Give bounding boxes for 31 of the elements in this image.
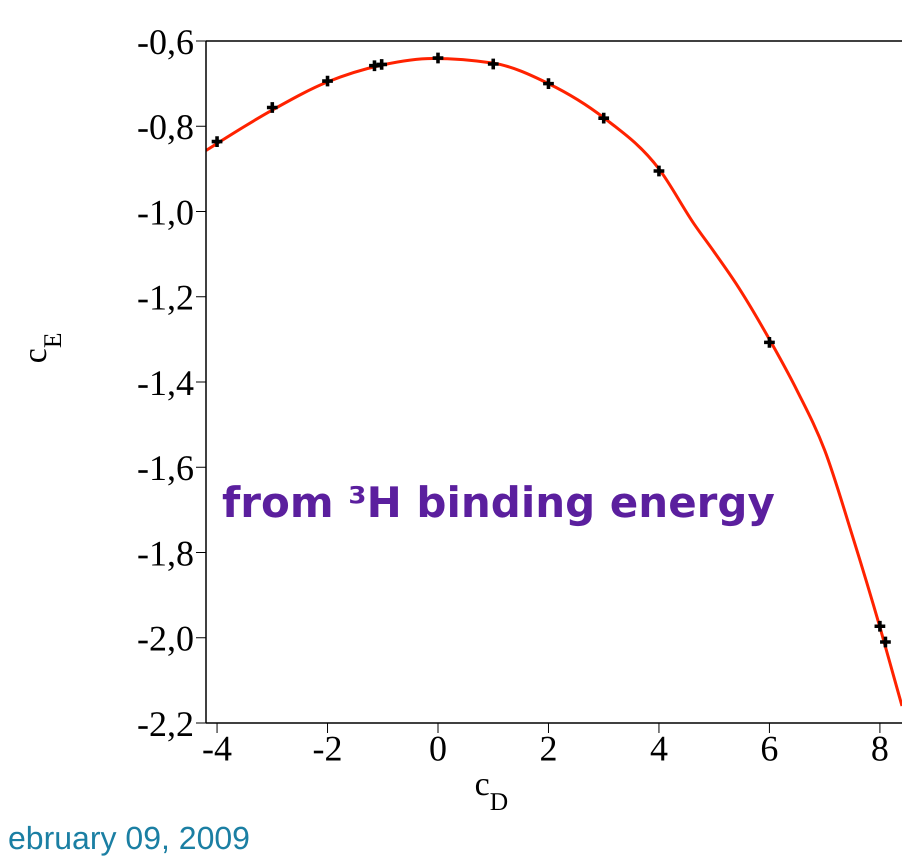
y-tick-label: -2,0	[137, 618, 194, 659]
point	[432, 52, 444, 64]
point	[874, 620, 886, 632]
point	[880, 636, 891, 648]
point	[322, 76, 333, 86]
x-tick-label: 2	[539, 728, 558, 769]
text: ebruary 09, 2009	[8, 820, 250, 857]
point	[376, 59, 388, 70]
x-tick-label: -2	[312, 728, 343, 769]
x-axis-title: c$_{D}$	[474, 766, 508, 816]
y-tick-label: -1,8	[137, 533, 194, 574]
y-tick-label: -2,2	[137, 704, 194, 744]
x-tick-label: 0	[429, 728, 447, 769]
x-tick-label: 6	[760, 728, 778, 769]
y-tick-label: -0,8	[137, 107, 194, 148]
y-tick-label: -1,0	[137, 192, 194, 232]
y-tick-label: -0,6	[137, 22, 194, 62]
y-tick-label: -1,2	[137, 278, 194, 318]
x-tick-label: 8	[870, 728, 889, 769]
point	[212, 136, 222, 147]
point	[266, 102, 278, 113]
point	[764, 336, 775, 348]
x-tick-label: -4	[202, 728, 232, 769]
point	[598, 112, 610, 124]
x-tick-label: 4	[650, 728, 668, 769]
point	[543, 78, 554, 89]
y-tick-label: -1,6	[137, 448, 194, 488]
point	[654, 166, 664, 176]
point	[488, 58, 499, 70]
y-tick-label: -1,4	[137, 362, 194, 403]
annotation: from ³H binding energy	[222, 478, 775, 527]
